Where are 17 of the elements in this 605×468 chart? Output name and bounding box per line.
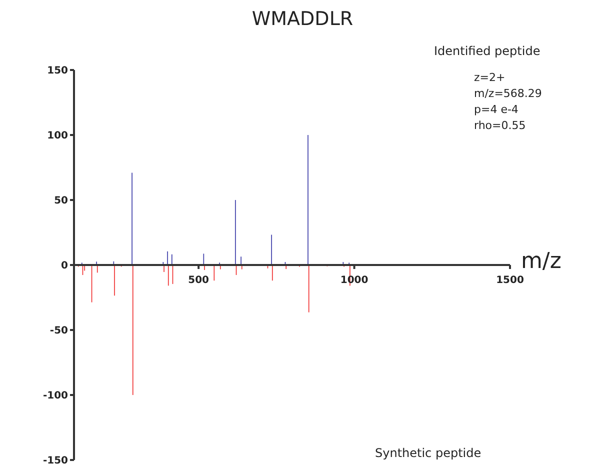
annotation: rho=0.55 [474,118,527,134]
x-tick-label: 500 [188,275,210,286]
x-tick-label: 1500 [496,275,524,286]
text: Identified peptide [434,44,540,58]
annotation: p=4 e-4 [474,102,520,118]
y-tick-label: 150 [47,66,68,77]
y-tick-label: -100 [42,390,68,402]
y-tick-label: -150 [42,456,68,467]
y-tick-label: 0 [61,260,68,272]
annotation: Synthetic peptide [375,446,482,460]
annotation: z=2+ [474,70,506,86]
y-tick-label: 50 [54,196,68,207]
annotation: m/z=568.29 [474,86,542,102]
x-axis-title: m/z [521,249,562,274]
y-tick-label: 100 [47,130,68,142]
chart-title: WMADDLR [250,8,354,30]
y-tick-label: -50 [50,326,68,337]
